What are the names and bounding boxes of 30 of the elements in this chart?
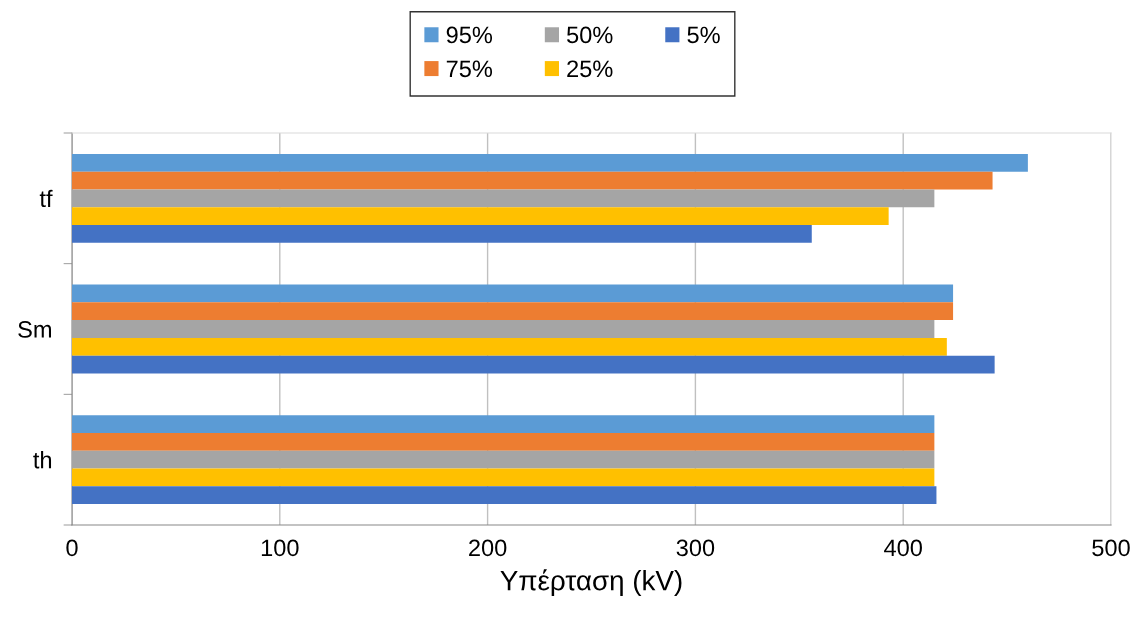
x-axis-title: Υπέρταση (kV) [500, 569, 682, 596]
legend-label: 95% [446, 26, 493, 44]
x-tick-label: 200 [469, 539, 507, 557]
x-tick-label: 400 [884, 539, 922, 557]
legend-label: 50% [567, 26, 613, 44]
x-tick-label: 500 [1092, 539, 1130, 557]
legend-label: 75% [446, 60, 493, 78]
bar [72, 450, 935, 469]
y-tick-label: Sm [18, 321, 51, 338]
x-tick-label: 300 [676, 539, 715, 557]
legend-label: 5% [687, 26, 720, 44]
bar [72, 433, 935, 451]
bar [72, 284, 954, 303]
y-tick-label: tf [39, 189, 53, 208]
bar [72, 468, 935, 487]
bar [72, 337, 947, 356]
bar [72, 189, 935, 208]
x-tick-label: 100 [261, 539, 299, 557]
bar [72, 224, 812, 243]
bar [72, 153, 1028, 172]
bar [72, 415, 935, 434]
y-tick-label: th [33, 451, 52, 469]
bar [72, 207, 889, 225]
bar [72, 302, 954, 321]
bar [72, 320, 935, 338]
bar [72, 171, 993, 190]
x-tick-label: 0 [66, 539, 78, 557]
bar [72, 355, 995, 374]
bar [72, 486, 937, 505]
legend-label: 25% [567, 60, 613, 78]
